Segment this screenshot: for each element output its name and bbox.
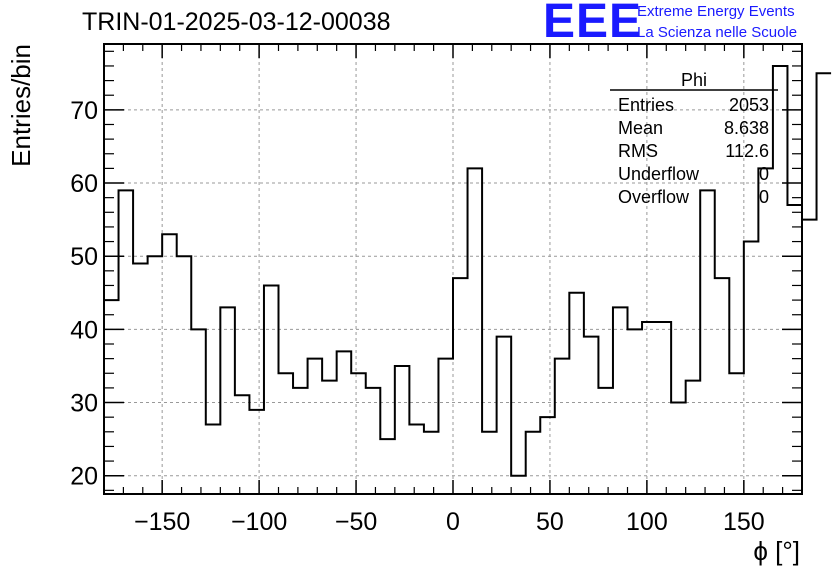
stats-label: RMS	[618, 141, 658, 161]
y-tick-label: 70	[70, 97, 98, 125]
histogram-line	[104, 64, 832, 477]
eee-logo: EEE	[543, 0, 643, 48]
x-tick-label: 100	[626, 508, 668, 536]
y-tick-label: 50	[70, 243, 98, 271]
y-tick-label: 20	[70, 463, 98, 491]
stats-label: Entries	[618, 95, 674, 115]
y-axis-label: Entries/bin	[6, 44, 36, 167]
stats-label: Underflow	[618, 164, 700, 184]
stats-box: Phi Entries 2053 Mean 8.638 RMS 112.6 Underflo…	[610, 70, 778, 207]
grid-lines	[104, 44, 802, 494]
x-axis-label: ϕ [°]	[753, 536, 800, 566]
axis-ticks	[103, 44, 803, 494]
stats-label: Overflow	[618, 187, 690, 207]
y-tick-label: 30	[70, 390, 98, 418]
logo-line-1: Extreme Energy Events	[637, 3, 795, 20]
chart-title: TRIN-01-2025-03-12-00038	[82, 8, 391, 36]
stats-value: 2053	[729, 95, 769, 115]
x-tick-label: 0	[446, 508, 460, 536]
stats-label: Mean	[618, 118, 663, 138]
x-tick-label: −150	[134, 508, 190, 536]
stats-name: Phi	[681, 70, 707, 90]
x-tick-label: 150	[723, 508, 765, 536]
x-tick-label: −100	[231, 508, 287, 536]
stats-value: 8.638	[724, 118, 769, 138]
y-tick-label: 60	[70, 170, 98, 198]
x-tick-label: 50	[536, 508, 564, 536]
tick-labels: −150 −100 −50 0 50 100 150 20 30 40 50 60 70	[70, 97, 765, 536]
stats-value: 0	[759, 164, 769, 184]
x-tick-label: −50	[335, 508, 377, 536]
stats-value: 0	[759, 187, 769, 207]
plot-frame	[103, 43, 803, 495]
y-tick-label: 40	[70, 316, 98, 344]
logo-line-2: La Scienza nelle Scuole	[637, 24, 798, 41]
stats-value: 112.6	[725, 141, 769, 161]
